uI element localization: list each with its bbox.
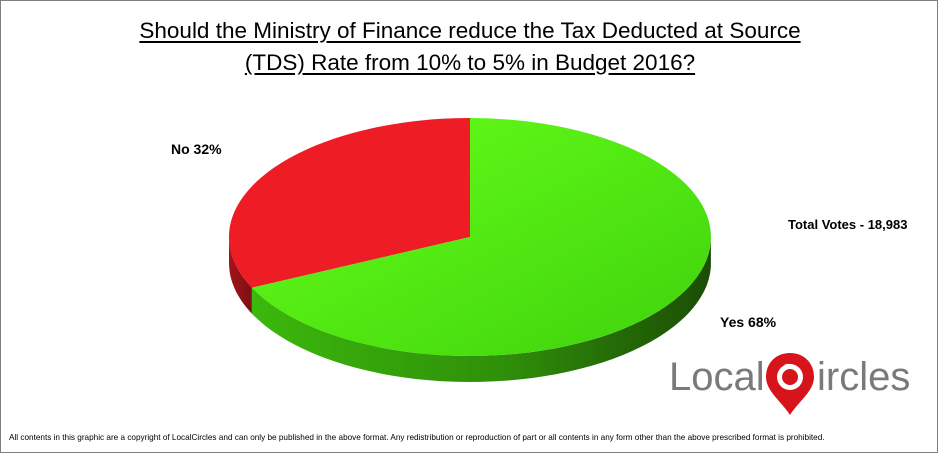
logo-text-right: ircles (817, 355, 911, 399)
chart-title-line-2: (TDS) Rate from 10% to 5% in Budget 2016… (244, 50, 696, 75)
localcircles-logo: Local ircles (669, 353, 931, 415)
total-votes-annotation: Total Votes - 18,983 (788, 217, 908, 232)
pie-slice-yes-side (251, 240, 711, 382)
map-pin-icon (766, 353, 814, 415)
chart-title: Should the Ministry of Finance reduce th… (1, 15, 937, 79)
pie-slice-no-side (229, 235, 252, 314)
logo-text-left: Local (669, 355, 765, 399)
pie-slice-no (228, 117, 470, 288)
slice-label-no: No 32% (171, 141, 222, 157)
pie-slice-yes (251, 118, 711, 357)
copyright-footer: All contents in this graphic are a copyr… (9, 433, 825, 442)
slice-label-yes: Yes 68% (720, 314, 777, 330)
chart-title-line-1: Should the Ministry of Finance reduce th… (139, 18, 801, 43)
